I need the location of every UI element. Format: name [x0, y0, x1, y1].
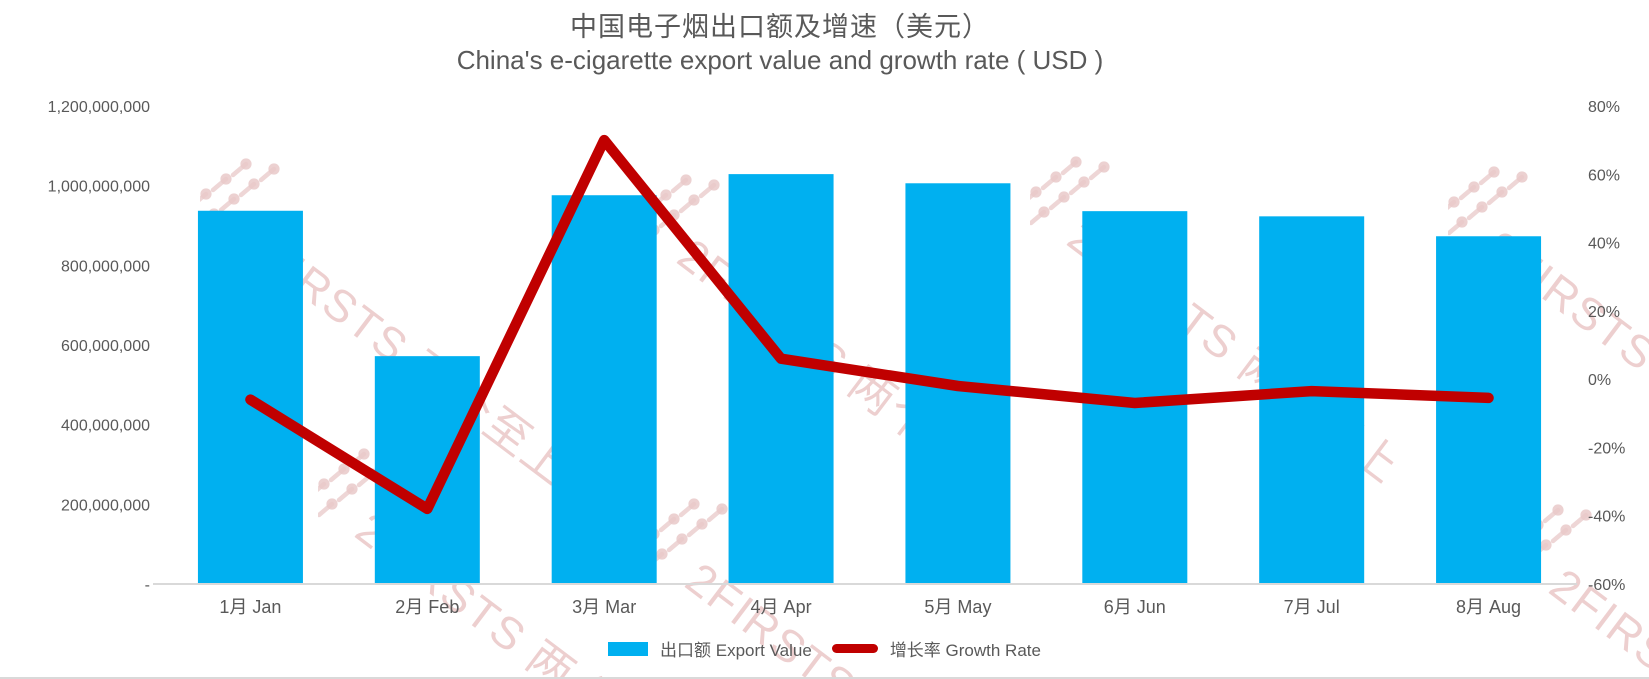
- left-axis-tick-label: 600,000,000: [61, 338, 150, 355]
- x-axis-category-label: 4月 Apr: [751, 597, 812, 617]
- x-axis-category-label: 5月 May: [924, 597, 991, 617]
- left-axis-tick-label: 800,000,000: [61, 258, 150, 275]
- right-axis-tick-label: 60%: [1588, 167, 1620, 184]
- growth-rate-line: [245, 134, 1494, 515]
- growth-rate-legend-swatch: [831, 644, 878, 653]
- export-value-bar: [551, 195, 657, 584]
- right-axis-tick-label: 40%: [1588, 236, 1620, 253]
- left-axis-tick-label: -: [145, 577, 150, 594]
- x-axis-category-label: 8月 Aug: [1456, 597, 1521, 617]
- chart-legend: 出口额 Export Value 增长率 Growth Rate: [0, 636, 1649, 661]
- chart-title-block: 中国电子烟出口额及增速（美元） China's e-cigarette expo…: [0, 10, 1560, 76]
- left-axis-tick-label: 1,000,000,000: [48, 179, 150, 196]
- export-value-bar: [1436, 236, 1542, 584]
- export-value-bar: [1259, 216, 1365, 585]
- right-axis-tick-label: 80%: [1588, 99, 1620, 116]
- export-value-legend-label: 出口额 Export Value: [660, 641, 812, 660]
- chart-title-zh: 中国电子烟出口额及增速（美元）: [570, 12, 990, 42]
- export-value-legend-swatch: [608, 641, 649, 656]
- right-axis-tick-label: 0%: [1588, 372, 1611, 389]
- right-axis-tick-label: -40%: [1588, 509, 1625, 526]
- left-axis-tick-label: 400,000,000: [61, 418, 150, 435]
- export-value-bar: [374, 356, 480, 584]
- right-axis-tick-label: 20%: [1588, 304, 1620, 321]
- right-axis-tick-label: -20%: [1588, 440, 1625, 457]
- right-axis-tick-label: -60%: [1588, 577, 1625, 594]
- growth-rate-legend-label: 增长率 Growth Rate: [889, 641, 1041, 660]
- x-axis-category-label: 2月 Feb: [395, 597, 459, 617]
- x-axis-category-label: 7月 Jul: [1284, 597, 1340, 617]
- left-axis-tick-label: 1,200,000,000: [48, 99, 150, 116]
- x-axis-category-label: 1月 Jan: [219, 597, 281, 617]
- left-axis-tick-label: 200,000,000: [61, 497, 150, 514]
- export-value-bar: [728, 174, 834, 585]
- x-axis-category-label: 6月 Jun: [1104, 597, 1166, 617]
- chart-title-en: China's e-cigarette export value and gro…: [456, 45, 1104, 75]
- x-axis-category-label: 3月 Mar: [572, 597, 636, 617]
